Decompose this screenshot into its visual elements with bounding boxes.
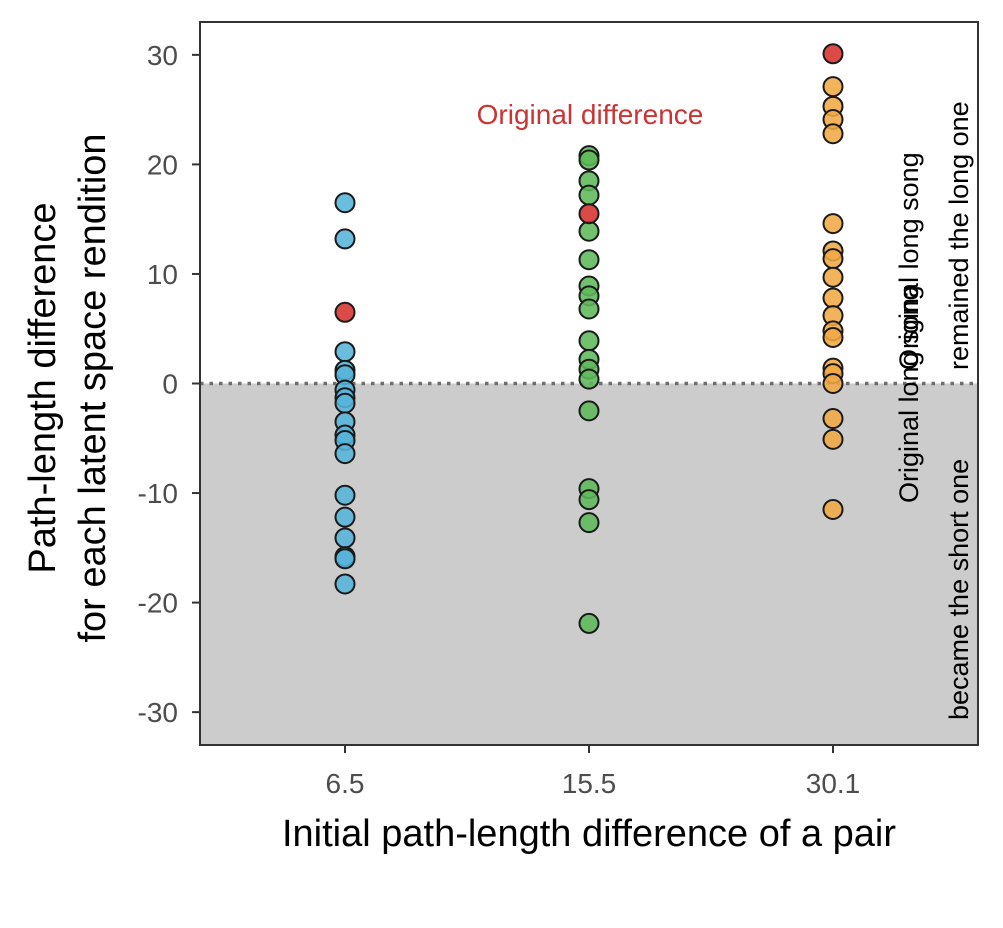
- data-point: [334, 573, 356, 595]
- data-point: [334, 484, 356, 506]
- original-difference-annotation: Original difference: [477, 99, 704, 130]
- upper-region-label-line2: remained the long one: [944, 101, 974, 370]
- data-point: [334, 443, 356, 465]
- y-axis-title-line2: for each latent space rendition: [72, 133, 114, 642]
- y-tick-label: 10: [147, 259, 178, 290]
- data-point: [578, 249, 600, 271]
- x-axis-title: Initial path-length difference of a pair: [282, 813, 896, 855]
- data-point: [334, 506, 356, 528]
- data-point: [578, 330, 600, 352]
- data-point: [822, 498, 844, 520]
- y-tick-label: 0: [162, 369, 178, 400]
- y-axis-title-line1: Path-length difference: [22, 202, 64, 573]
- upper-region-label-line1: Original long song: [894, 152, 924, 370]
- data-point: [822, 76, 844, 98]
- y-tick-label: 30: [147, 40, 178, 71]
- data-point: [334, 527, 356, 549]
- y-axis-ticks: 30 20 10 0 -10 -20 -30: [138, 40, 200, 728]
- data-point: [822, 248, 844, 270]
- data-point: [822, 428, 844, 450]
- data-point: [822, 373, 844, 394]
- data-point: [822, 123, 844, 145]
- lower-region-label-line2: became the short one: [944, 459, 974, 720]
- x-tick-label: 6.5: [326, 768, 365, 799]
- data-point: [822, 287, 844, 309]
- data-point: [578, 489, 600, 511]
- data-point: [822, 266, 844, 288]
- negative-region-shade: [200, 383, 978, 745]
- data-point: [578, 220, 600, 242]
- x-axis-ticks: 6.5 15.5 30.1: [326, 745, 861, 799]
- original-difference-point: [578, 203, 600, 225]
- data-point: [334, 341, 356, 363]
- data-points: [334, 43, 844, 634]
- data-point: [334, 548, 356, 570]
- y-tick-label: -20: [138, 588, 178, 619]
- panel-border: [199, 21, 979, 746]
- data-point: [578, 298, 600, 320]
- data-point: [578, 512, 600, 534]
- data-point: [334, 392, 356, 414]
- x-tick-label: 15.5: [562, 768, 617, 799]
- data-point: [334, 192, 356, 214]
- data-point: [334, 228, 356, 250]
- region-labels: Original long song remained the long one…: [894, 101, 974, 720]
- data-point: [578, 612, 600, 634]
- y-tick-label: -10: [138, 478, 178, 509]
- original-difference-point: [334, 301, 356, 323]
- lower-region-label-line1: Original long song: [894, 285, 924, 503]
- y-tick-label: -30: [138, 697, 178, 728]
- data-point: [578, 149, 600, 171]
- data-point: [578, 184, 600, 206]
- data-point: [578, 368, 600, 390]
- y-tick-label: 20: [147, 149, 178, 180]
- x-tick-label: 30.1: [806, 768, 861, 799]
- data-point: [822, 326, 844, 348]
- data-point: [578, 400, 600, 422]
- data-point: [822, 213, 844, 235]
- original-difference-point: [822, 43, 844, 65]
- data-point: [822, 408, 844, 430]
